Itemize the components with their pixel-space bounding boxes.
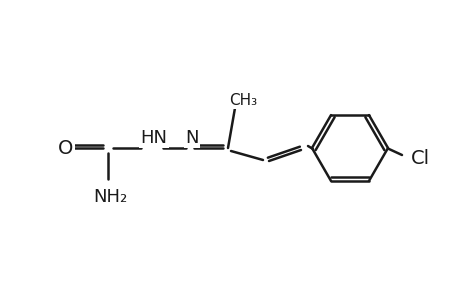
Text: O: O (58, 139, 73, 158)
Text: N: N (185, 129, 198, 147)
Text: NH₂: NH₂ (93, 188, 127, 206)
Text: HN: HN (140, 129, 167, 147)
Text: CH₃: CH₃ (229, 92, 257, 107)
Text: Cl: Cl (409, 148, 429, 167)
